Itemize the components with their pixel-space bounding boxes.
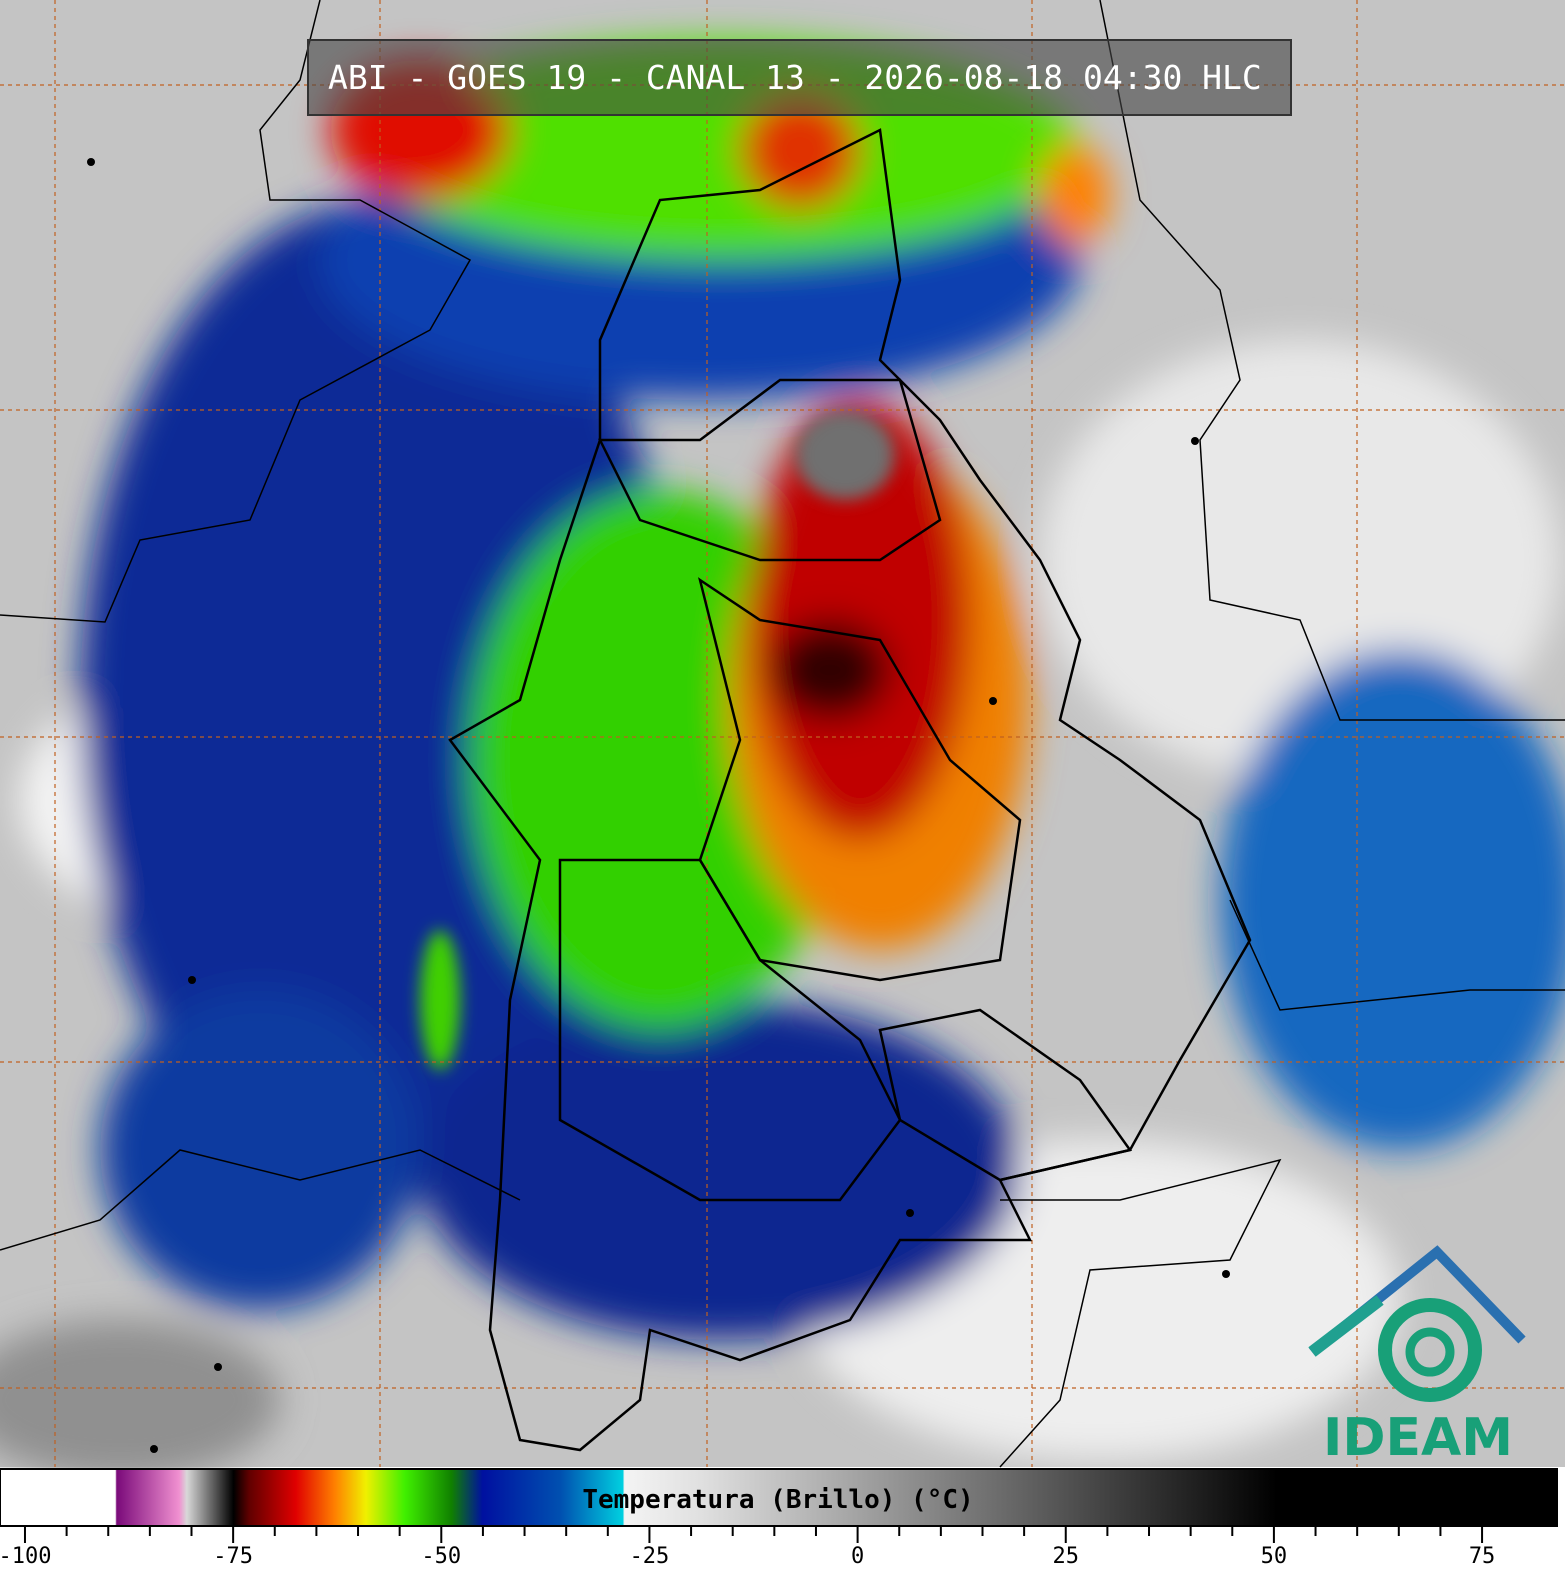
tick-label: -75 xyxy=(213,1544,253,1569)
tick-label: 25 xyxy=(1053,1544,1080,1569)
graticule xyxy=(0,0,1565,1467)
borders xyxy=(0,0,1565,1468)
tick-label: 75 xyxy=(1469,1544,1496,1569)
tick-label: -50 xyxy=(421,1544,461,1569)
colorbar-label: Temperatura (Brillo) (°C) xyxy=(582,1485,973,1515)
title-box xyxy=(307,39,1292,116)
map: IDEAM ABI - GOES 19 - CANAL 13 - 2026-08… xyxy=(0,0,1565,1480)
tick-label: -100 xyxy=(0,1544,51,1569)
tick-label: -25 xyxy=(630,1544,670,1569)
departments xyxy=(448,128,1252,1452)
tick-label: 50 xyxy=(1261,1544,1288,1569)
tick-label: 0 xyxy=(851,1544,864,1569)
logo-text: IDEAM xyxy=(1323,1408,1513,1468)
title: ABI - GOES 19 - CANAL 13 - 2026-08-18 04… xyxy=(328,58,1262,97)
logo: IDEAM xyxy=(1308,1245,1526,1468)
cities xyxy=(87,158,1230,1453)
colorbar-scale xyxy=(0,1468,1558,1527)
colorbar: Temperatura (Brillo) (°C) -100 -75 -50 -25 0… xyxy=(0,1468,1558,1569)
cloud-top xyxy=(420,410,895,1070)
